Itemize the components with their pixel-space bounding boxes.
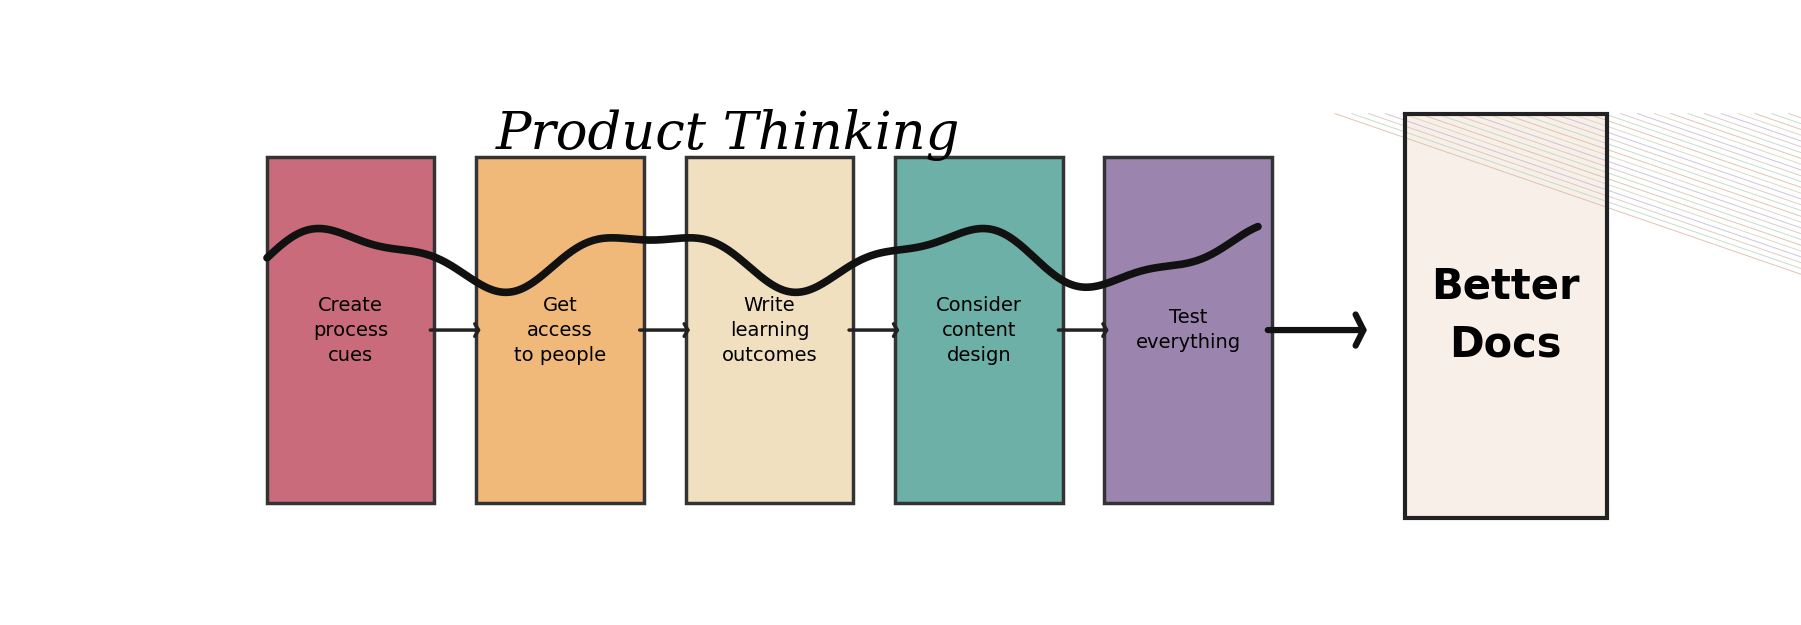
FancyBboxPatch shape xyxy=(1104,157,1272,503)
FancyBboxPatch shape xyxy=(475,157,645,503)
Text: Get
access
to people: Get access to people xyxy=(513,296,607,364)
FancyBboxPatch shape xyxy=(686,157,854,503)
Text: Write
learning
outcomes: Write learning outcomes xyxy=(722,296,818,364)
FancyBboxPatch shape xyxy=(267,157,434,503)
Bar xyxy=(1405,114,1606,518)
Text: Consider
content
design: Consider content design xyxy=(937,296,1021,364)
Text: Test
everything: Test everything xyxy=(1136,308,1241,352)
Bar xyxy=(1405,114,1606,518)
Text: Create
process
cues: Create process cues xyxy=(313,296,389,364)
Text: Better
Docs: Better Docs xyxy=(1432,266,1579,366)
Text: Product Thinking: Product Thinking xyxy=(495,109,960,161)
FancyBboxPatch shape xyxy=(895,157,1063,503)
